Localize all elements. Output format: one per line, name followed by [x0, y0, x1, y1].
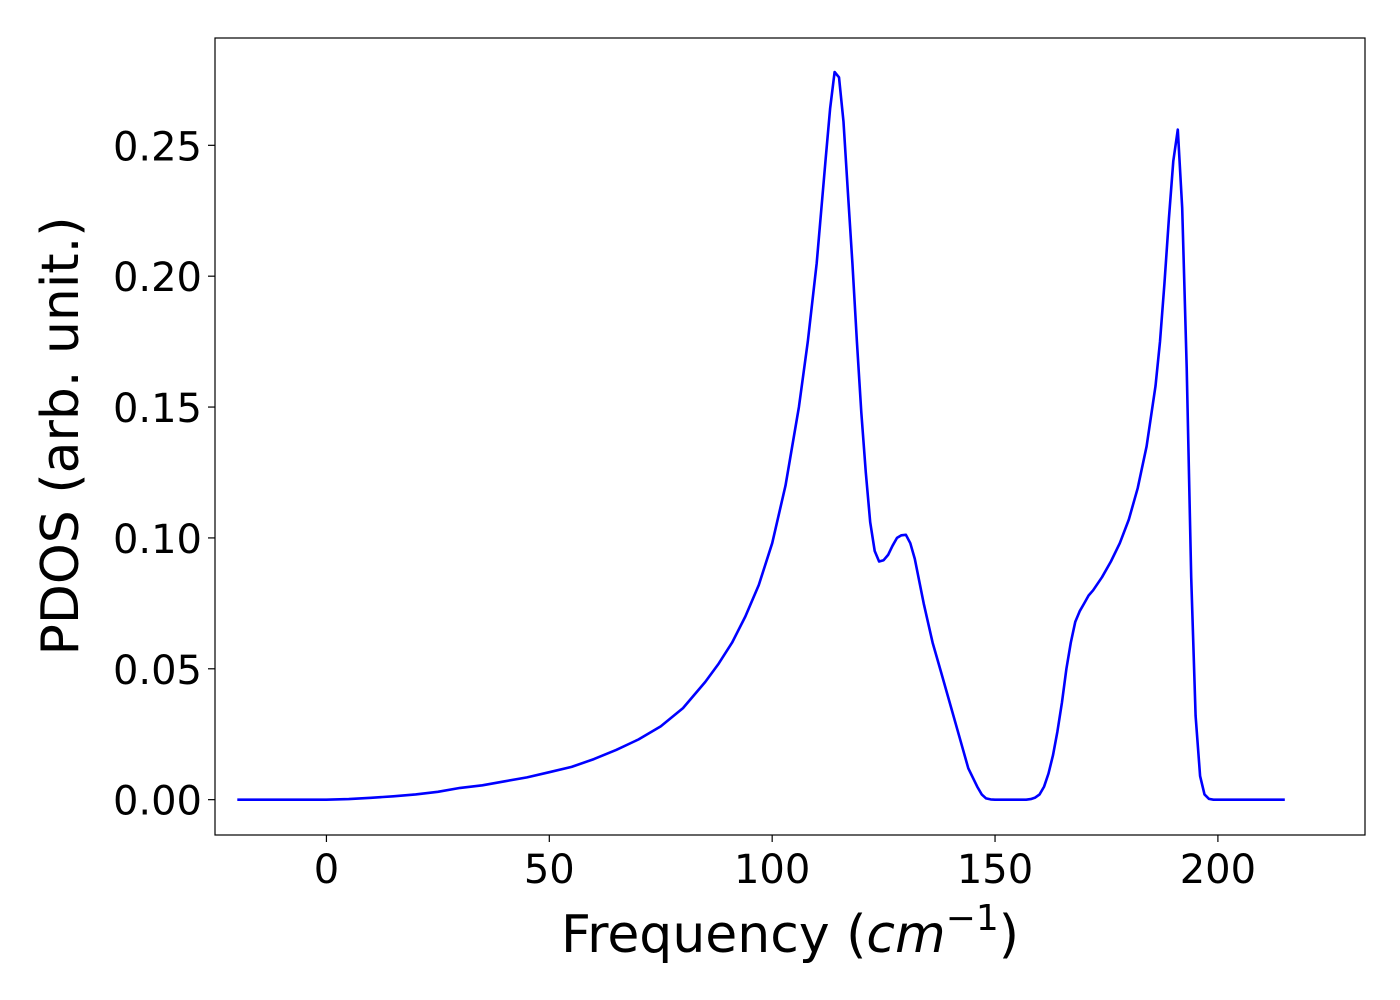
- series-layer: [237, 70, 1285, 801]
- y-tick-label: 0.25: [113, 124, 202, 170]
- x-axis-title-text: Frequency (: [561, 905, 866, 965]
- y-tick-label: 0.10: [113, 517, 202, 563]
- y-axis-title: PDOS (arb. unit.): [31, 216, 91, 655]
- x-tick-label: 150: [957, 847, 1033, 893]
- x-axis-ticks: 0 50 100 150 200: [314, 835, 1256, 893]
- y-tick-label: 0.15: [113, 386, 202, 432]
- y-tick-label: 0.20: [113, 255, 202, 301]
- x-axis-title-unit: cm: [866, 905, 945, 965]
- x-axis-title-exponent: −1: [946, 898, 999, 939]
- x-tick-label: 0: [314, 847, 339, 893]
- x-tick-label: 200: [1180, 847, 1256, 893]
- y-tick-label: 0.05: [113, 648, 202, 694]
- x-tick-label: 50: [524, 847, 575, 893]
- plot-frame: [214, 37, 1366, 836]
- x-axis-title-close: ): [999, 905, 1019, 965]
- pdos-series-line: [237, 70, 1285, 801]
- x-axis-title: Frequency (cm−1): [561, 898, 1019, 965]
- y-tick-label: 0.00: [113, 779, 202, 825]
- x-tick-label: 100: [734, 847, 810, 893]
- y-axis-ticks: 0.00 0.05 0.10 0.15 0.20 0.25: [113, 124, 215, 825]
